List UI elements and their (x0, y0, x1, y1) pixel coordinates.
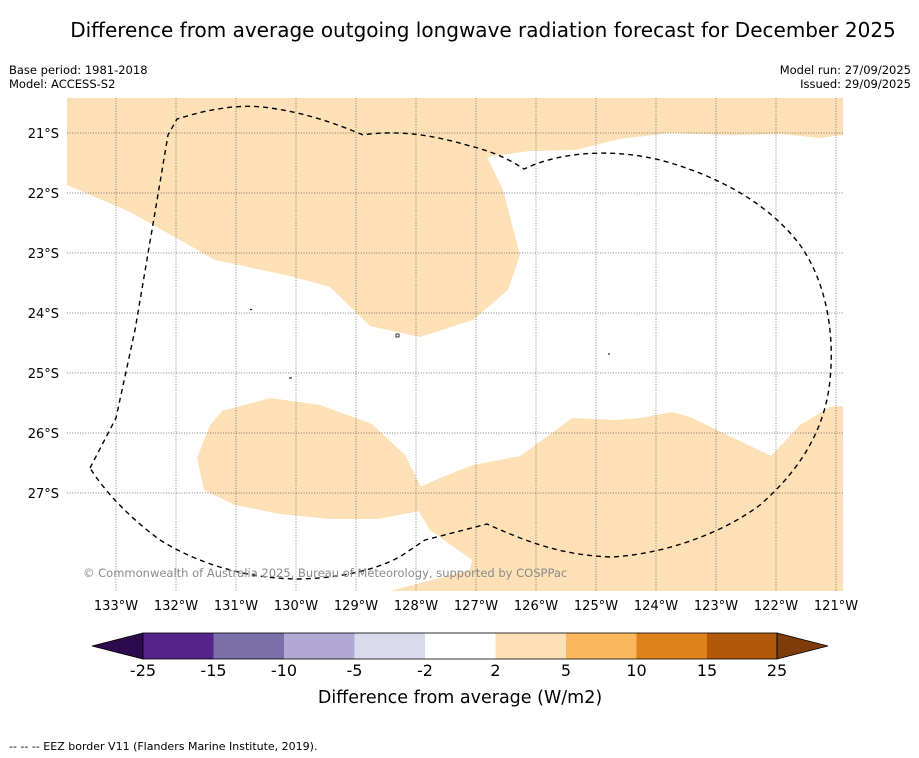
colorbar-segment (566, 633, 637, 659)
colorbar-tick: -15 (200, 661, 226, 680)
colorbar-tick: -25 (130, 661, 156, 680)
base-period: Base period: 1981-2018 (9, 63, 148, 77)
anomaly-region-southeast (390, 406, 843, 591)
colorbar-segment (354, 633, 425, 659)
colorbar-segment (284, 633, 355, 659)
map-area: © Commonwealth of Australia 2025, Bureau… (67, 98, 843, 591)
lon-label: 130°W (274, 599, 318, 614)
anomaly-region-north (67, 98, 843, 337)
meta-right: Model run: 27/09/2025 Issued: 29/09/2025 (780, 63, 911, 91)
lon-label: 125°W (574, 599, 618, 614)
colorbar-tick: 10 (626, 661, 646, 680)
colorbar-tick: -2 (417, 661, 433, 680)
colorbar-tick: 25 (767, 661, 787, 680)
colorbar-segment (143, 633, 214, 659)
colorbar-tick: 5 (561, 661, 571, 680)
colorbar-tick: -10 (271, 661, 297, 680)
model-name: Model: ACCESS-S2 (9, 77, 116, 91)
colorbar: -25 -15 -10 -5 -2 2 5 10 15 25 Differenc… (91, 632, 829, 708)
chart-title: Difference from average outgoing longwav… (70, 18, 896, 42)
meta-left: Base period: 1981-2018 Model: ACCESS-S2 (9, 63, 148, 91)
colorbar-segment (495, 633, 566, 659)
lon-label: 126°W (514, 599, 558, 614)
anomaly-region-southwest (197, 398, 425, 519)
lat-labels: 21°S 22°S 23°S 24°S 25°S 26°S 27°S (28, 127, 59, 502)
gridlines (67, 98, 843, 591)
lon-label: 129°W (334, 599, 378, 614)
colorbar-tick: 2 (490, 661, 500, 680)
lat-label: 24°S (28, 307, 59, 322)
model-run: Model run: 27/09/2025 (779, 63, 911, 77)
colorbar-segment (707, 633, 777, 659)
lon-label: 133°W (94, 599, 138, 614)
colorbar-label: Difference from average (W/m2) (318, 688, 602, 708)
lon-label: 131°W (214, 599, 258, 614)
lat-label: 21°S (28, 127, 59, 142)
issued-date: Issued: 29/09/2025 (800, 77, 911, 91)
lon-label: 123°W (694, 599, 738, 614)
island (249, 308, 253, 311)
lat-label: 23°S (28, 247, 59, 262)
colorbar-outline (142, 632, 778, 660)
lon-label: 132°W (154, 599, 198, 614)
colorbar-segment (425, 633, 496, 659)
colorbar-extend-high (776, 632, 829, 660)
copyright-notice: © Commonwealth of Australia 2025, Bureau… (83, 566, 567, 580)
lat-label: 25°S (28, 367, 59, 382)
eez-footnote: -- -- -- EEZ border V11 (Flanders Marine… (9, 740, 318, 753)
lon-label: 122°W (754, 599, 798, 614)
lon-label: 127°W (454, 599, 498, 614)
colorbar-segment (213, 633, 284, 659)
colorbar-extend-low (91, 632, 144, 660)
lat-label: 22°S (28, 187, 59, 202)
lat-label: 27°S (28, 487, 59, 502)
lat-label: 26°S (28, 427, 59, 442)
lon-labels: 133°W 132°W 131°W 130°W 129°W 128°W 127°… (94, 599, 858, 614)
island (395, 333, 400, 338)
eez-border (89, 105, 832, 580)
lon-label: 121°W (814, 599, 858, 614)
lon-label: 128°W (394, 599, 438, 614)
lon-label: 124°W (634, 599, 678, 614)
colorbar-tick: -5 (347, 661, 363, 680)
colorbar-segment (636, 633, 707, 659)
colorbar-tick: 15 (697, 661, 717, 680)
